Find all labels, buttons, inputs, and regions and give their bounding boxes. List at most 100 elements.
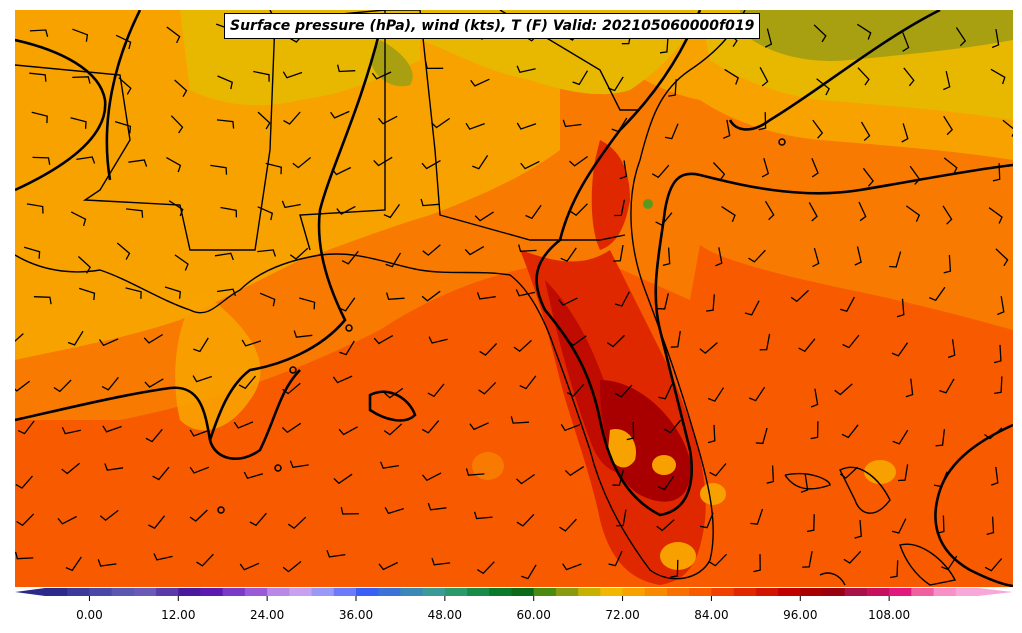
wind-barbs bbox=[15, 23, 1013, 580]
wind-barb bbox=[519, 375, 537, 390]
colorbar-swatch bbox=[45, 588, 68, 596]
wind-barb bbox=[651, 164, 670, 179]
colorbar-min-extend bbox=[15, 588, 45, 596]
wind-barb bbox=[759, 66, 769, 87]
wind-barb bbox=[341, 250, 359, 265]
wind-barb bbox=[15, 380, 30, 392]
wind-barb bbox=[29, 72, 47, 82]
wind-barb bbox=[854, 520, 862, 539]
wind-barb bbox=[168, 200, 184, 217]
colorbar-tick-label: 72.00 bbox=[605, 608, 640, 622]
colorbar-swatch bbox=[555, 588, 579, 596]
wind-barb bbox=[217, 288, 237, 297]
colorbar-swatch bbox=[400, 588, 424, 596]
wind-barb bbox=[843, 550, 862, 564]
wind-barb bbox=[378, 115, 398, 125]
lake-patch bbox=[652, 455, 676, 475]
wind-barb bbox=[606, 334, 625, 348]
wind-barb bbox=[373, 156, 393, 167]
wind-barb bbox=[128, 159, 148, 167]
colorbar-swatch bbox=[356, 588, 379, 596]
wind-barb bbox=[326, 550, 346, 558]
wind-barb bbox=[385, 252, 402, 268]
wind-barb bbox=[193, 337, 209, 353]
isobar-5 bbox=[535, 10, 702, 517]
colorbar-swatch bbox=[444, 588, 468, 596]
wind-barb bbox=[810, 421, 819, 440]
wind-barb bbox=[72, 76, 91, 84]
wind-barb bbox=[655, 212, 673, 226]
wind-barb bbox=[955, 27, 967, 47]
colorbar-tick-label: 12.00 bbox=[161, 608, 196, 622]
bahamas-outline bbox=[839, 466, 891, 514]
wind-barb bbox=[990, 68, 1006, 85]
wind-barb bbox=[76, 156, 96, 164]
wind-barb bbox=[941, 555, 958, 571]
wind-barb bbox=[115, 34, 132, 50]
colorbar-tick-label: 96.00 bbox=[783, 608, 818, 622]
wind-barb bbox=[431, 117, 451, 129]
wind-barb bbox=[338, 297, 356, 312]
wind-barb bbox=[518, 244, 537, 252]
mild-land-region bbox=[15, 10, 560, 360]
state-border-west bbox=[15, 10, 276, 251]
wind-barb bbox=[608, 550, 623, 567]
wind-barb bbox=[1002, 119, 1013, 137]
wind-barb bbox=[984, 427, 1003, 440]
colorbar-swatch bbox=[244, 588, 268, 596]
wind-barb bbox=[340, 507, 359, 515]
wind-barb bbox=[152, 466, 170, 481]
wind-barb bbox=[259, 292, 276, 307]
colorbar-swatch bbox=[822, 588, 846, 596]
wind-barb bbox=[67, 330, 84, 346]
wind-barb bbox=[626, 421, 635, 441]
colorbar-swatch bbox=[622, 588, 646, 596]
wind-barb bbox=[816, 78, 830, 96]
wind-barb bbox=[764, 28, 773, 48]
wind-barb bbox=[520, 160, 540, 170]
wind-barb bbox=[611, 117, 628, 133]
wind-barb bbox=[658, 383, 673, 400]
wind-barb bbox=[525, 204, 542, 220]
wind-barb bbox=[808, 202, 818, 222]
coastal-patch bbox=[700, 483, 726, 505]
wind-barb bbox=[566, 383, 585, 397]
wind-barb bbox=[299, 297, 316, 310]
wind-barb bbox=[118, 77, 132, 95]
wind-barb bbox=[422, 244, 441, 256]
wind-barb bbox=[515, 473, 535, 485]
wind-barb bbox=[336, 64, 356, 73]
wind-barb bbox=[564, 466, 585, 477]
wind-barb bbox=[670, 330, 681, 348]
wind-barb bbox=[379, 461, 400, 469]
wind-barb bbox=[997, 296, 1005, 316]
wind-barb bbox=[476, 561, 495, 575]
wind-barb bbox=[61, 426, 81, 435]
colorbar-swatch bbox=[866, 588, 890, 596]
wind-barb bbox=[98, 338, 119, 347]
wind-barb bbox=[613, 244, 624, 262]
wind-barb bbox=[428, 336, 448, 344]
weather-map bbox=[15, 10, 1013, 587]
gulf-atlantic-coastline bbox=[15, 10, 746, 580]
wind-barb bbox=[15, 551, 34, 560]
wind-barb bbox=[810, 388, 819, 408]
wind-barb bbox=[842, 334, 860, 349]
colorbar-max-extend bbox=[978, 588, 1013, 596]
green-spot bbox=[643, 199, 653, 209]
colorbar-swatch bbox=[844, 588, 868, 596]
wind-barb bbox=[657, 293, 669, 310]
wind-barb bbox=[841, 424, 859, 439]
wind-barb bbox=[856, 23, 872, 40]
wind-barb bbox=[427, 502, 447, 511]
wind-barb bbox=[16, 513, 35, 527]
wind-barb bbox=[57, 515, 77, 525]
wind-barb bbox=[378, 561, 398, 571]
wind-barb bbox=[614, 384, 633, 398]
wind-barb bbox=[909, 165, 921, 185]
wind-barb bbox=[567, 335, 587, 347]
wind-barb bbox=[373, 335, 394, 345]
wind-barb bbox=[558, 297, 578, 306]
wind-barb bbox=[32, 156, 51, 165]
wind-barb bbox=[469, 422, 489, 431]
